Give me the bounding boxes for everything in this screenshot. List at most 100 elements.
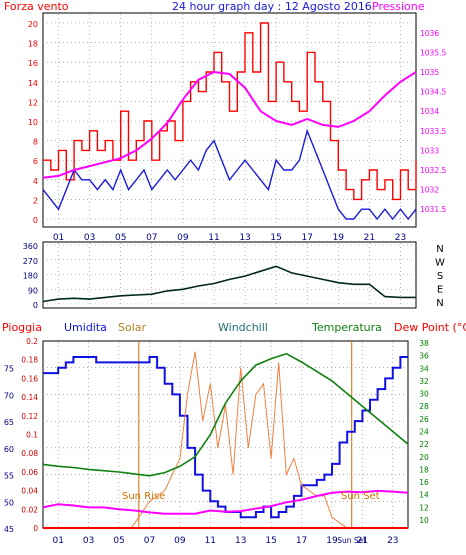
humidity-y-tick-label: 65 [4, 418, 14, 427]
chart-title: 24 hour graph day : 12 Agosto 2016 [172, 0, 372, 13]
temp-y-tick-label: 34 [419, 364, 429, 373]
legend-solar: Solar [118, 321, 147, 334]
compass-label: S [437, 271, 443, 282]
wind-y-tick-label: 16 [28, 59, 38, 68]
weather-x-tick-label: 19 [326, 536, 338, 546]
wind-x-tick-label: 03 [84, 233, 95, 243]
temp-y-tick-label: 20 [419, 453, 429, 462]
pressure-axis-title: Pressione [372, 0, 425, 13]
temp-y-tick-label: 22 [419, 440, 429, 449]
series-wind_direction [42, 265, 416, 303]
temp-y-tick-label: 32 [419, 377, 429, 386]
compass-label: N [436, 298, 443, 309]
temp-y-tick-label: 12 [419, 503, 429, 512]
series-dewpoint [42, 489, 409, 515]
series-temperature [42, 352, 409, 477]
legend-temperature: Temperatura [311, 321, 382, 334]
legend-humidity: Umidita [64, 321, 107, 334]
humidity-y-tick-label: 60 [4, 445, 14, 454]
weather-x-tick-label: 11 [205, 536, 216, 546]
dir-y-tick-label: 90 [28, 286, 38, 295]
humidity-y-tick-label: 55 [4, 472, 14, 481]
pressure-y-tick-label: 1032.5 [420, 166, 446, 175]
wind-x-tick-label: 13 [239, 233, 250, 243]
rain-y-tick-label: 0.08 [21, 449, 38, 458]
wind-y-tick-label: 6 [33, 157, 38, 166]
wind-x-tick-label: 21 [364, 233, 375, 243]
weather-x-tick-label: 03 [83, 536, 94, 546]
rain-y-tick-label: 0.12 [21, 412, 38, 421]
wind-y-tick-label: 8 [33, 138, 38, 147]
wind-x-tick-label: 23 [395, 233, 406, 243]
wind-y-tick-label: 18 [28, 40, 38, 49]
temp-y-tick-label: 14 [419, 491, 429, 500]
temp-y-tick-label: 10 [419, 516, 429, 525]
rain-y-tick-label: 0.14 [21, 393, 38, 402]
pressure-y-tick-label: 1036 [420, 29, 439, 38]
dir-y-tick-label: 0 [33, 301, 38, 310]
weather-x-tick-label: 01 [52, 536, 63, 546]
weather-x-tick-label: 07 [144, 536, 155, 546]
temp-y-tick-label: 36 [419, 352, 429, 361]
rain-y-tick-label: 0.02 [21, 505, 38, 514]
rain-y-tick-label: 0.1 [26, 431, 38, 440]
rain-y-tick-label: 0.04 [21, 487, 38, 496]
humidity-y-tick-label: 50 [4, 498, 14, 507]
wind-axis-title: Forza vento [4, 0, 69, 13]
weather-x-tick-label: 21 [357, 536, 368, 546]
wind-y-tick-label: 2 [33, 196, 38, 205]
weather-x-tick-label: 13 [235, 536, 246, 546]
wind-x-tick-label: 15 [270, 233, 281, 243]
wind-x-tick-label: 09 [177, 233, 189, 243]
series-pressure [42, 70, 417, 179]
humidity-y-tick-label: 75 [4, 365, 14, 374]
wind-x-tick-label: 05 [115, 233, 126, 243]
pressure-y-tick-label: 1033 [420, 146, 439, 155]
pressure-y-tick-label: 1033.5 [420, 127, 446, 136]
series-solar [43, 351, 408, 529]
pressure-y-tick-label: 1031.5 [420, 205, 446, 214]
wind-y-tick-label: 10 [28, 118, 38, 127]
temp-y-tick-label: 16 [419, 478, 429, 487]
wind-y-tick-label: 14 [28, 79, 38, 88]
weather-x-tick-label: 17 [296, 536, 307, 546]
rain-y-tick-label: 0.18 [21, 356, 38, 365]
pressure-y-tick-label: 1035.5 [420, 48, 446, 57]
wind-panel [42, 12, 417, 228]
pressure-y-tick-label: 1034.5 [420, 88, 446, 97]
sun-set-label: Sun Set [341, 491, 380, 502]
legend-rain: Pioggia [2, 321, 42, 334]
pressure-y-tick-label: 1032 [420, 186, 439, 195]
wind-x-tick-label: 01 [53, 233, 64, 243]
compass-label: W [435, 258, 445, 269]
weather-x-tick-label: 23 [387, 536, 398, 546]
temp-y-tick-label: 26 [419, 415, 429, 424]
wind-x-tick-label: 07 [146, 233, 157, 243]
legend-windchill: Windchill [218, 321, 268, 334]
series-wind_gust [43, 22, 417, 201]
dir-y-tick-label: 180 [23, 272, 38, 281]
legend-dewpoint: Dew Point (°C) [394, 321, 466, 334]
pressure-y-tick-label: 1035 [420, 68, 439, 77]
wind-y-tick-label: 12 [28, 98, 38, 107]
direction-panel [42, 241, 417, 309]
wind-x-tick-label: 11 [208, 233, 219, 243]
wind-y-tick-label: 4 [33, 177, 38, 186]
sun-rise-label: Sun Rise [122, 491, 165, 502]
series-wind_avg [42, 128, 417, 221]
rain-y-tick-label: 0 [33, 524, 38, 533]
temp-y-tick-label: 24 [419, 428, 429, 437]
compass-label: E [437, 285, 443, 296]
dir-y-tick-label: 360 [23, 242, 38, 251]
rain-y-tick-label: 0.2 [26, 337, 38, 346]
temp-y-tick-label: 18 [419, 465, 429, 474]
weather-x-tick-label: 05 [113, 536, 124, 546]
weather-x-tick-label: Sun Set [337, 536, 366, 545]
pressure-y-tick-label: 1034 [420, 107, 439, 116]
wind-y-tick-label: 20 [28, 20, 38, 29]
wind-y-tick-label: 0 [33, 216, 38, 225]
compass-label: N [436, 244, 443, 255]
temp-y-tick-label: 38 [419, 339, 429, 348]
humidity-y-tick-label: 45 [4, 525, 14, 534]
